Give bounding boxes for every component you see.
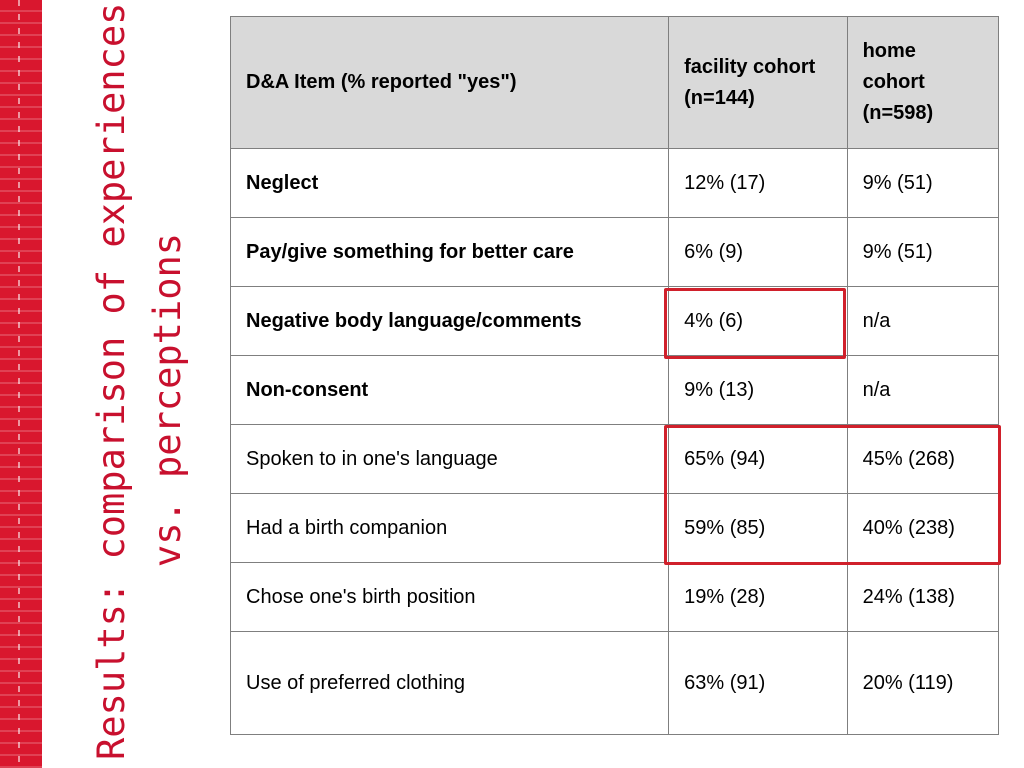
- row-facility-value: 4% (6): [668, 286, 848, 356]
- row-facility-value: 63% (91): [668, 631, 848, 735]
- decorative-side-stripe: [0, 0, 42, 768]
- slide-title-line-1: Results: comparison of experiences: [90, 2, 133, 760]
- table-row: Chose one's birth position 19% (28) 24% …: [229, 562, 1000, 632]
- header-facility-cohort: facility cohort (n=144): [668, 16, 848, 149]
- slide-title: Results: comparison of experiences vs. p…: [84, 2, 196, 760]
- header-item: D&A Item (% reported "yes"): [229, 16, 670, 149]
- row-facility-value: 65% (94): [668, 424, 848, 494]
- results-table: D&A Item (% reported "yes") facility coh…: [229, 16, 1000, 735]
- header-row: D&A Item (% reported "yes") facility coh…: [229, 16, 1000, 149]
- table-row: Spoken to in one's language 65% (94) 45%…: [229, 424, 1000, 494]
- row-home-value: n/a: [846, 355, 1000, 425]
- table-row: Negative body language/comments 4% (6) n…: [229, 286, 1000, 356]
- row-item-label: Use of preferred clothing: [229, 631, 670, 735]
- row-facility-value: 12% (17): [668, 148, 848, 218]
- row-item-label: Had a birth companion: [229, 493, 670, 563]
- table-row: Use of preferred clothing 63% (91) 20% (…: [229, 631, 1000, 735]
- header-home-cohort: home cohort (n=598): [846, 16, 1000, 149]
- row-item-label: Neglect: [229, 148, 670, 218]
- slide-title-area: Results: comparison of experiences vs. p…: [60, 3, 220, 760]
- table-row: Had a birth companion 59% (85) 40% (238): [229, 493, 1000, 563]
- row-home-value: 9% (51): [846, 148, 1000, 218]
- table-body: Neglect 12% (17) 9% (51) Pay/give someth…: [229, 148, 1000, 735]
- row-home-value: 40% (238): [846, 493, 1000, 563]
- row-facility-value: 6% (9): [668, 217, 848, 287]
- row-facility-value: 59% (85): [668, 493, 848, 563]
- row-item-label: Negative body language/comments: [229, 286, 670, 356]
- row-item-label: Chose one's birth position: [229, 562, 670, 632]
- row-home-value: n/a: [846, 286, 1000, 356]
- table-row: Neglect 12% (17) 9% (51): [229, 148, 1000, 218]
- row-home-value: 9% (51): [846, 217, 1000, 287]
- table-row: Pay/give something for better care 6% (9…: [229, 217, 1000, 287]
- row-item-label: Non-consent: [229, 355, 670, 425]
- table-row: Non-consent 9% (13) n/a: [229, 355, 1000, 425]
- row-home-value: 24% (138): [846, 562, 1000, 632]
- table-header: D&A Item (% reported "yes") facility coh…: [229, 16, 1000, 149]
- row-home-value: 20% (119): [846, 631, 1000, 735]
- slide-title-line-2: vs. perceptions: [146, 232, 189, 568]
- row-facility-value: 9% (13): [668, 355, 848, 425]
- row-item-label: Spoken to in one's language: [229, 424, 670, 494]
- row-home-value: 45% (268): [846, 424, 1000, 494]
- row-item-label: Pay/give something for better care: [229, 217, 670, 287]
- row-facility-value: 19% (28): [668, 562, 848, 632]
